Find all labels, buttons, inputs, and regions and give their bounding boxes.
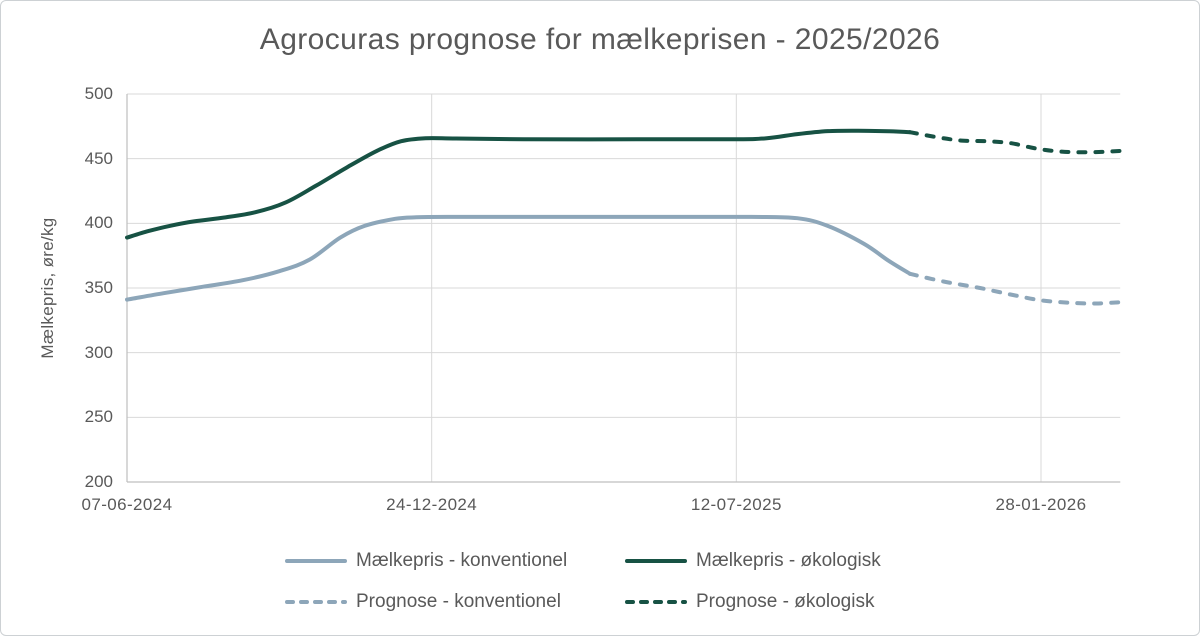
- y-tick-label-200: 200: [84, 472, 113, 491]
- legend-row-0: Mælkepris - konventionel Mælkepris - økol…: [285, 550, 915, 572]
- legend-label: Prognose - økologisk: [696, 591, 875, 612]
- y-tick-label-400: 400: [84, 213, 113, 233]
- x-tick-label-0: 07-06-2024: [81, 495, 173, 514]
- legend-label: Prognose - konventionel: [356, 591, 561, 612]
- x-tick-label-2: 12-07-2025: [690, 495, 782, 514]
- series-maelkepris_konventionel: [125, 214, 912, 302]
- series-maelkepris_oekologisk: [125, 128, 912, 240]
- y-tick-label-350: 350: [84, 278, 113, 297]
- y-tick-label-250: 250: [84, 407, 113, 427]
- y-tick-label-450: 450: [84, 148, 113, 168]
- x-tick-label-1: 24-12-2024: [386, 495, 478, 514]
- legend-swatch-dashed-icon: [285, 600, 347, 604]
- series-prognose_oekologisk: [908, 130, 1123, 155]
- legend-label: Mælkepris - økologisk: [696, 550, 881, 571]
- legend-swatch-dashed-icon: [625, 600, 687, 604]
- legend: Mælkepris - konventionel Mælkepris - økol…: [1, 550, 1199, 613]
- legend-item-maelkepris_oekologisk: Mælkepris - økologisk: [625, 550, 915, 572]
- legend-swatch-solid-icon: [625, 559, 687, 563]
- x-tick-label-3: 28-01-2026: [995, 495, 1087, 514]
- legend-label: Mælkepris - konventionel: [356, 550, 568, 571]
- legend-item-prognose_oekologisk: Prognose - økologisk: [625, 591, 915, 613]
- legend-row-1: Prognose - konventionel Prognose - økolog…: [285, 591, 915, 613]
- chart-title: Agrocuras prognose for mælkeprisen - 202…: [259, 23, 941, 56]
- legend-swatch-solid-icon: [285, 559, 347, 563]
- series-prognose_konventionel: [908, 271, 1123, 306]
- y-tick-label-500: 500: [84, 84, 113, 103]
- legend-item-prognose_konventionel: Prognose - konventionel: [285, 591, 615, 613]
- y-tick-label-300: 300: [84, 342, 113, 362]
- legend-item-maelkepris_konventionel: Mælkepris - konventionel: [285, 550, 615, 572]
